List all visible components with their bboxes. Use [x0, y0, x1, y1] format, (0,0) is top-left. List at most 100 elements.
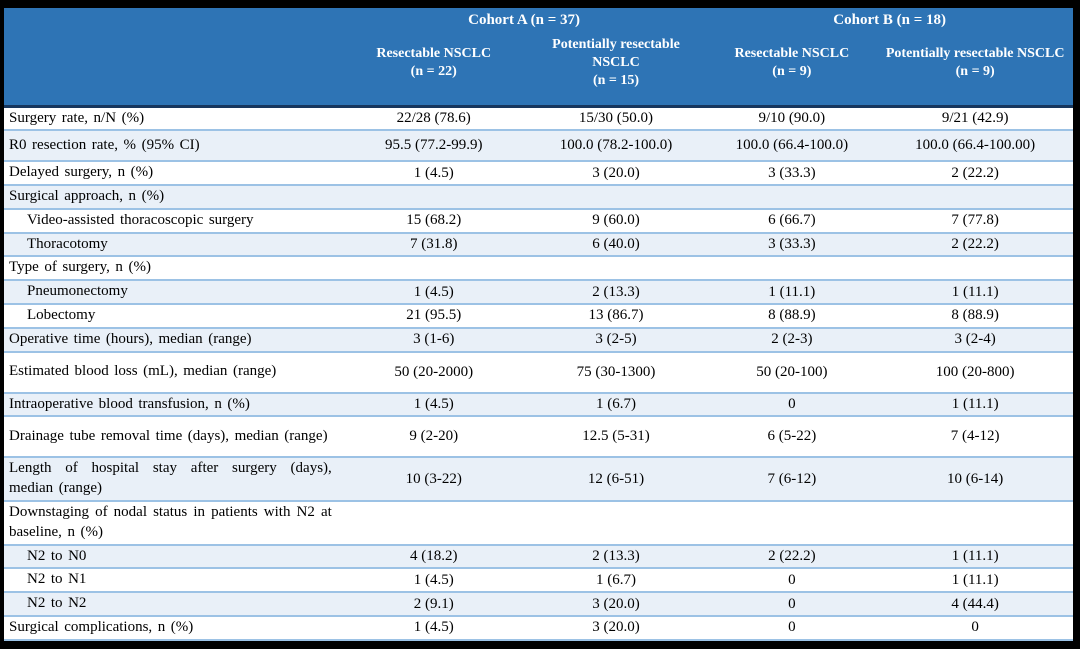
table-row: Thoracotomy 7 (31.8) 6 (40.0) 3 (33.3) 2 (22… — [4, 232, 1073, 258]
cell-value: 0 — [706, 592, 878, 618]
cell-value: 3 (20.0) — [525, 592, 707, 618]
cell-value: 1 (4.5) — [341, 392, 526, 418]
row-label: Length of hospital stay after surgery (d… — [4, 457, 342, 503]
table-row: N2 to N0 4 (18.2) 2 (13.3) 2 (22.2) 1 (11.1) — [4, 544, 1073, 570]
cell-value: 3 (20.0) — [525, 161, 707, 187]
row-label: Drainage tube removal time (days), media… — [4, 416, 342, 459]
table-row: Video-assisted thoracoscopic surgery 15 (… — [4, 208, 1073, 234]
cell-value: 6 (40.0) — [525, 232, 707, 258]
cell-value — [706, 256, 878, 282]
column-header-resectable-b: Resectable NSCLC (n = 9) — [706, 30, 878, 108]
results-table-sheet: Cohort A (n = 37) Cohort B (n = 18) Rese… — [4, 8, 1073, 641]
cell-value: 15 (68.2) — [341, 208, 526, 234]
table-row: Type of surgery, n (%) — [4, 256, 1073, 282]
cell-value: 100.0 (78.2-100.0) — [525, 130, 707, 163]
cell-value: 2 (22.2) — [877, 232, 1073, 258]
header-spacer-cell — [4, 30, 342, 108]
cohort-b-header: Cohort B (n = 18) — [706, 8, 1073, 30]
table-row: Downstaging of nodal status in patients … — [4, 501, 1073, 546]
table-row: Intraoperative blood transfusion, n (%) 1… — [4, 392, 1073, 418]
table-row: Lobectomy 21 (95.5) 13 (86.7) 8 (88.9) 8 (88… — [4, 304, 1073, 329]
cell-value: 1 (11.1) — [877, 280, 1073, 306]
cell-value — [341, 256, 526, 282]
cell-value: 6 (66.7) — [706, 208, 878, 234]
cell-value: 2 (2-3) — [706, 327, 878, 353]
cell-value — [525, 185, 707, 210]
row-label: Estimated blood loss (mL), median (range… — [4, 351, 342, 394]
cell-value — [877, 185, 1073, 210]
row-label: Surgery rate, n/N (%) — [4, 106, 342, 132]
cell-value: 1 (11.1) — [877, 568, 1073, 594]
column-name: Resectable NSCLC — [734, 46, 850, 62]
cell-value: 9/21 (42.9) — [877, 106, 1073, 132]
table-row: Length of hospital stay after surgery (d… — [4, 457, 1073, 503]
cell-value — [706, 501, 878, 546]
cell-value — [877, 501, 1073, 546]
column-name: Potentially resectable NSCLC — [552, 36, 680, 71]
surgery-outcomes-table: Cohort A (n = 37) Cohort B (n = 18) Rese… — [4, 8, 1073, 641]
cell-value: 4 (18.2) — [341, 544, 526, 570]
column-n: (n = 9) — [955, 64, 995, 80]
cell-value: 15/30 (50.0) — [525, 106, 707, 132]
cell-value: 9 (60.0) — [525, 208, 707, 234]
cell-value: 2 (13.3) — [525, 544, 707, 570]
cell-value: 10 (3-22) — [341, 457, 526, 503]
cell-value: 0 — [706, 568, 878, 594]
row-label: Surgical approach, n (%) — [4, 185, 342, 210]
row-label: Intraoperative blood transfusion, n (%) — [4, 392, 342, 418]
cell-value — [341, 185, 526, 210]
cell-value: 22/28 (78.6) — [341, 106, 526, 132]
cell-value: 7 (77.8) — [877, 208, 1073, 234]
row-label: Surgical complications, n (%) — [4, 616, 342, 641]
cell-value: 75 (30-1300) — [525, 351, 707, 394]
cell-value: 8 (88.9) — [877, 304, 1073, 329]
cell-value — [525, 256, 707, 282]
cell-value: 2 (9.1) — [341, 592, 526, 618]
table-row: Estimated blood loss (mL), median (range… — [4, 351, 1073, 394]
table-row: Drainage tube removal time (days), media… — [4, 416, 1073, 459]
column-n: (n = 22) — [410, 64, 457, 80]
table-row: Operative time (hours), median (range) 3 … — [4, 327, 1073, 353]
cell-value: 12 (6-51) — [525, 457, 707, 503]
table-row: N2 to N2 2 (9.1) 3 (20.0) 0 4 (44.4) — [4, 592, 1073, 618]
cell-value: 3 (2-5) — [525, 327, 707, 353]
table-row: Surgery rate, n/N (%) 22/28 (78.6) 15/30 (… — [4, 106, 1073, 132]
cell-value: 3 (1-6) — [341, 327, 526, 353]
table-row: Delayed surgery, n (%) 1 (4.5) 3 (20.0) 3 (… — [4, 161, 1073, 187]
row-label: Downstaging of nodal status in patients … — [4, 501, 342, 546]
cell-value: 0 — [706, 616, 878, 641]
cell-value: 50 (20-2000) — [341, 351, 526, 394]
cell-value: 8 (88.9) — [706, 304, 878, 329]
cell-value: 95.5 (77.2-99.9) — [341, 130, 526, 163]
table-row: Surgical approach, n (%) — [4, 185, 1073, 210]
cell-value: 100 (20-800) — [877, 351, 1073, 394]
cell-value: 100.0 (66.4-100.0) — [706, 130, 878, 163]
cohort-header-row: Cohort A (n = 37) Cohort B (n = 18) — [4, 8, 1073, 30]
row-label: R0 resection rate, % (95% CI) — [4, 130, 342, 163]
column-header-potentially-resectable-a: Potentially resectable NSCLC (n = 15) — [525, 30, 707, 108]
cell-value: 13 (86.7) — [525, 304, 707, 329]
cell-value: 9/10 (90.0) — [706, 106, 878, 132]
column-header-potentially-resectable-b: Potentially resectable NSCLC (n = 9) — [877, 30, 1073, 108]
cell-value: 1 (4.5) — [341, 161, 526, 187]
cell-value — [706, 185, 878, 210]
cell-value: 0 — [706, 392, 878, 418]
table-body: Surgery rate, n/N (%) 22/28 (78.6) 15/30 (… — [4, 106, 1073, 641]
cell-value: 2 (22.2) — [706, 544, 878, 570]
cell-value: 10 (6-14) — [877, 457, 1073, 503]
cell-value — [877, 256, 1073, 282]
cell-value — [525, 501, 707, 546]
table-header: Cohort A (n = 37) Cohort B (n = 18) Rese… — [4, 8, 1073, 108]
cell-value: 3 (2-4) — [877, 327, 1073, 353]
row-label: N2 to N2 — [4, 592, 342, 618]
cell-value: 3 (20.0) — [525, 616, 707, 641]
cell-value: 50 (20-100) — [706, 351, 878, 394]
cell-value: 1 (11.1) — [877, 392, 1073, 418]
row-label: Video-assisted thoracoscopic surgery — [4, 208, 342, 234]
cell-value — [341, 501, 526, 546]
cell-value: 2 (22.2) — [877, 161, 1073, 187]
cell-value: 7 (31.8) — [341, 232, 526, 258]
cell-value: 1 (4.5) — [341, 616, 526, 641]
row-label: Type of surgery, n (%) — [4, 256, 342, 282]
